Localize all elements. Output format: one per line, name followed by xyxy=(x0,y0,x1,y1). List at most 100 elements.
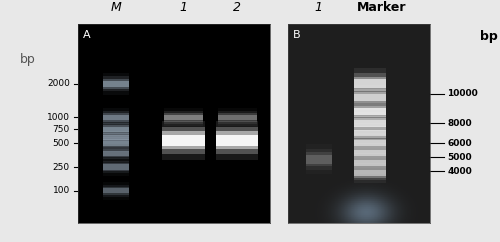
Text: 500: 500 xyxy=(52,139,70,148)
Bar xyxy=(104,144,128,162)
Bar xyxy=(104,147,128,159)
Bar xyxy=(354,136,386,151)
Bar xyxy=(354,150,386,156)
Text: B: B xyxy=(293,30,301,40)
Bar xyxy=(306,152,332,166)
Bar xyxy=(354,112,386,135)
Bar xyxy=(104,163,128,171)
Bar xyxy=(354,160,386,166)
Text: bp: bp xyxy=(480,30,498,43)
Bar xyxy=(216,131,258,149)
Bar xyxy=(104,151,128,156)
Bar xyxy=(354,116,386,131)
Bar xyxy=(354,89,386,106)
Bar xyxy=(104,76,128,91)
Bar xyxy=(354,85,386,110)
Bar xyxy=(164,111,202,124)
Text: 100: 100 xyxy=(52,186,70,195)
Bar xyxy=(104,185,128,197)
Bar xyxy=(354,118,386,129)
Text: 6000: 6000 xyxy=(447,139,471,148)
Bar xyxy=(218,108,256,127)
Bar xyxy=(104,139,128,147)
Text: 1: 1 xyxy=(180,1,188,14)
Bar xyxy=(306,144,332,174)
Bar xyxy=(164,115,202,120)
Bar xyxy=(354,108,386,115)
Bar xyxy=(104,120,128,138)
Bar xyxy=(104,135,128,140)
Bar xyxy=(162,127,204,154)
Text: bp: bp xyxy=(20,53,36,66)
Bar xyxy=(354,99,386,124)
Bar xyxy=(162,121,204,160)
Bar xyxy=(354,170,386,176)
Text: Marker: Marker xyxy=(357,1,406,14)
Bar xyxy=(104,131,128,144)
Bar xyxy=(164,108,202,127)
Text: M: M xyxy=(110,1,122,14)
Bar xyxy=(218,111,256,124)
Bar xyxy=(104,108,128,127)
Bar xyxy=(104,165,128,170)
Bar xyxy=(104,187,128,195)
Bar xyxy=(104,111,128,124)
Bar xyxy=(104,127,128,132)
Bar xyxy=(162,135,204,146)
Bar xyxy=(104,79,128,89)
Bar xyxy=(104,188,128,193)
Bar xyxy=(354,130,386,136)
Bar xyxy=(104,123,128,136)
Bar xyxy=(354,168,386,178)
Bar xyxy=(104,182,128,200)
Text: 2: 2 xyxy=(234,1,241,14)
Text: A: A xyxy=(84,30,91,40)
Text: 250: 250 xyxy=(52,163,70,172)
Text: 1: 1 xyxy=(315,1,323,14)
Bar xyxy=(104,81,128,87)
Bar xyxy=(104,125,128,134)
Bar xyxy=(162,131,204,149)
Bar xyxy=(354,123,386,144)
Bar xyxy=(354,143,386,164)
Bar xyxy=(104,149,128,157)
Bar xyxy=(354,156,386,170)
Bar xyxy=(354,79,386,88)
Bar xyxy=(354,77,386,91)
Bar xyxy=(104,133,128,141)
Bar xyxy=(354,106,386,117)
Bar xyxy=(104,141,128,146)
Bar xyxy=(216,135,258,146)
Text: 750: 750 xyxy=(52,125,70,134)
Bar xyxy=(354,73,386,94)
Text: 4000: 4000 xyxy=(447,166,472,175)
Text: 1000: 1000 xyxy=(47,113,70,122)
Bar xyxy=(216,127,258,154)
Bar xyxy=(104,134,128,152)
Bar xyxy=(354,133,386,154)
Bar xyxy=(354,158,386,168)
Bar xyxy=(354,138,386,148)
Bar xyxy=(354,140,386,146)
Bar xyxy=(104,161,128,173)
Bar xyxy=(354,94,386,101)
Text: 8000: 8000 xyxy=(447,119,471,128)
Text: 2000: 2000 xyxy=(47,79,70,88)
Bar xyxy=(164,113,202,121)
Bar xyxy=(104,115,128,120)
Bar xyxy=(354,166,386,180)
Bar xyxy=(354,163,386,183)
Bar xyxy=(104,128,128,146)
Bar xyxy=(218,113,256,121)
Text: 10000: 10000 xyxy=(447,89,478,98)
Bar xyxy=(104,73,128,95)
Bar xyxy=(354,148,386,158)
Bar xyxy=(104,113,128,122)
Bar xyxy=(306,155,332,164)
Text: 5000: 5000 xyxy=(447,153,471,162)
Bar xyxy=(354,68,386,99)
Bar xyxy=(354,153,386,174)
Bar xyxy=(354,146,386,160)
Bar xyxy=(218,115,256,120)
Bar xyxy=(354,126,386,141)
